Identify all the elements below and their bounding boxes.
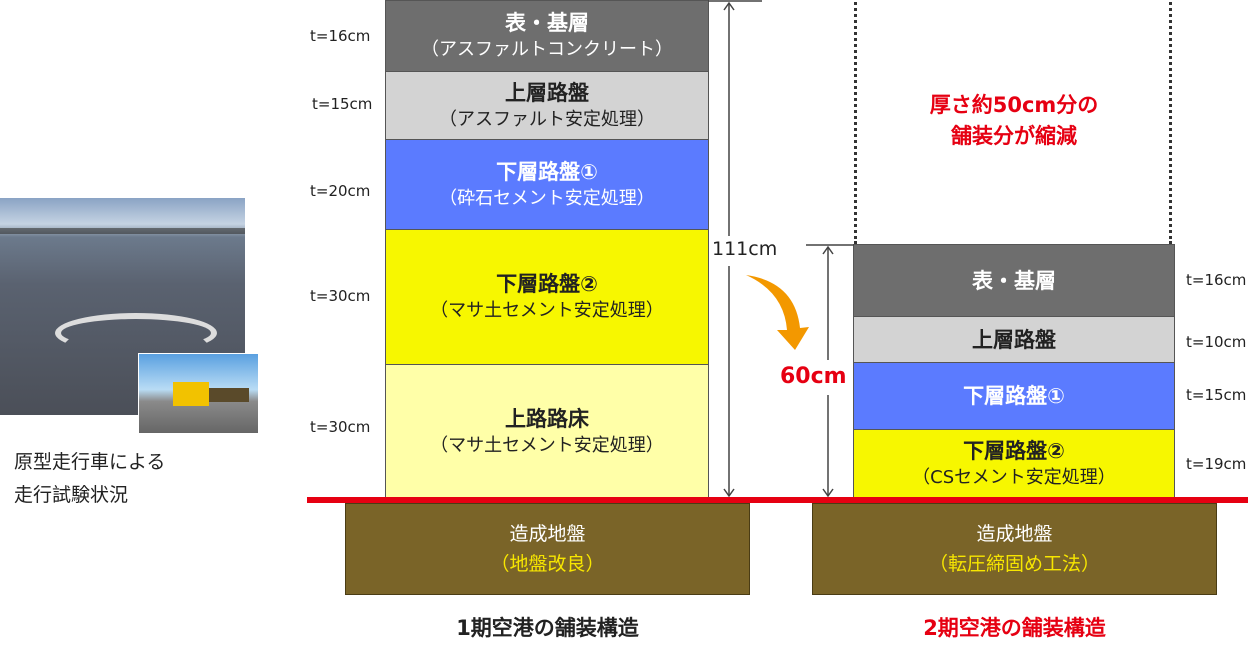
layer-material: （アスファルト安定処理）	[439, 108, 655, 130]
layer-material: （砕石セメント安定処理）	[439, 187, 655, 209]
phase1-layer-lower-base-2: 下層路盤② （マサ土セメント安定処理）	[385, 229, 709, 365]
phase2-layer-lower-base-2: 下層路盤② （CSセメント安定処理）	[853, 429, 1175, 499]
thickness-label: t=19cm	[1186, 455, 1247, 473]
thickness-label: t=10cm	[1186, 333, 1247, 351]
layer-name: 上路路床	[505, 406, 589, 431]
layer-name: 上層路盤	[505, 80, 589, 105]
layer-material: （マサ土セメント安定処理）	[430, 434, 664, 456]
thickness-label: t=30cm	[310, 287, 371, 305]
layer-name: 下層路盤①	[496, 159, 598, 184]
phase1-layer-surface: 表・基層 （アスファルトコンクリート）	[385, 0, 709, 72]
layer-name: 表・基層	[972, 268, 1056, 293]
test-vehicle-photo	[138, 353, 259, 434]
phase1-title: 1期空港の舗装構造	[456, 616, 639, 640]
layer-name: 上層路盤	[972, 327, 1056, 352]
ground-method: （転圧締固め工法）	[928, 553, 1100, 575]
thickness-label: t=30cm	[310, 418, 371, 436]
layer-name: 表・基層	[505, 11, 589, 35]
ground-name: 造成地盤	[976, 523, 1053, 545]
phase1-layer-lower-base-1: 下層路盤① （砕石セメント安定処理）	[385, 139, 709, 230]
layer-name: 下層路盤①	[963, 384, 1065, 408]
layer-name: 下層路盤②	[963, 439, 1065, 463]
thickness-label: t=15cm	[1186, 386, 1247, 404]
total-thickness-phase2: 60cm	[780, 364, 847, 389]
total-thickness-phase1: 111cm	[712, 238, 778, 260]
reduction-line-1: 厚さ約50cm分の	[929, 93, 1099, 117]
layer-name: 下層路盤②	[496, 272, 598, 296]
thickness-label: t=16cm	[310, 27, 371, 45]
phase2-title: 2期空港の舗装構造	[923, 616, 1106, 640]
reduced-area-box	[854, 0, 1172, 244]
caption-line-2: 走行試験状況	[14, 484, 129, 506]
reduction-line-2: 舗装分が縮減	[951, 124, 1077, 148]
layer-material: （アスファルトコンクリート）	[421, 39, 673, 60]
ground-method: （地盤改良）	[490, 553, 605, 575]
test-site-photo	[0, 198, 245, 415]
caption-line-1: 原型走行車による	[14, 451, 166, 473]
reduction-arrow-icon	[746, 275, 809, 350]
phase2-layer-upper-base: 上層路盤	[853, 316, 1175, 363]
phase2-ground: 造成地盤 （転圧締固め工法）	[812, 503, 1217, 595]
phase2-layer-lower-base-1: 下層路盤①	[853, 362, 1175, 430]
phase1-layer-upper-base: 上層路盤 （アスファルト安定処理）	[385, 71, 709, 140]
layer-material: （CSセメント安定処理）	[912, 467, 1116, 488]
reduction-note: 厚さ約50cm分の 舗装分が縮減	[854, 90, 1174, 152]
photo-caption: 原型走行車による 走行試験状況	[14, 446, 165, 512]
thickness-label: t=15cm	[312, 95, 373, 113]
phase1-layer-subgrade: 上路路床 （マサ土セメント安定処理）	[385, 364, 709, 499]
ground-name: 造成地盤	[509, 523, 586, 545]
phase1-ground: 造成地盤 （地盤改良）	[345, 503, 750, 595]
ground-level-line	[307, 497, 1248, 503]
phase2-layer-surface: 表・基層	[853, 244, 1175, 317]
thickness-label: t=16cm	[1186, 271, 1247, 289]
layer-material: （マサ土セメント安定処理）	[430, 300, 664, 321]
thickness-label: t=20cm	[310, 182, 371, 200]
